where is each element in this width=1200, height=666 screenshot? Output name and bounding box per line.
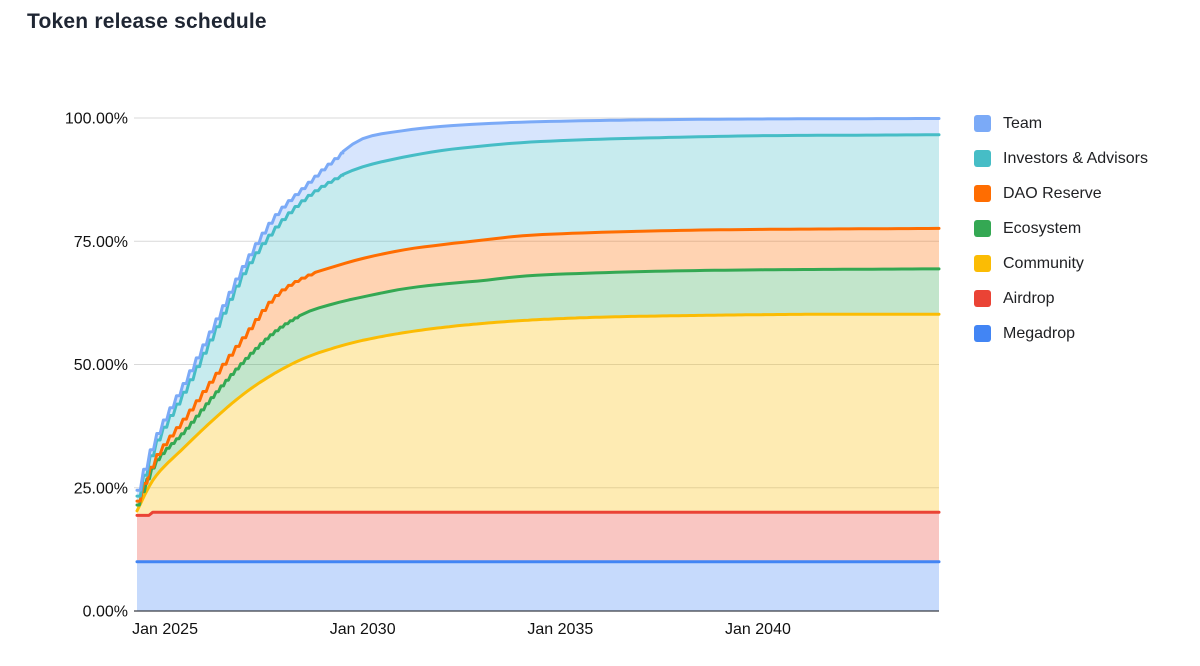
x-tick-label: Jan 2040: [725, 621, 791, 638]
legend-item-dao-reserve[interactable]: DAO Reserve: [974, 176, 1148, 211]
legend-item-community[interactable]: Community: [974, 246, 1148, 281]
legend-label: Team: [1003, 114, 1043, 132]
chart-title: Token release schedule: [27, 10, 267, 33]
legend-label: DAO Reserve: [1003, 184, 1102, 202]
legend-item-team[interactable]: Team: [974, 106, 1148, 141]
series-line-team: [135, 117, 941, 492]
y-tick-label: 50.00%: [74, 357, 128, 374]
area-band-airdrop: [137, 512, 939, 562]
legend-swatch-megadrop: [974, 325, 991, 342]
x-tick-label: Jan 2025: [132, 621, 198, 638]
area-band-investors-advisors: [137, 134, 939, 502]
series-line-ecosystem: [135, 267, 941, 507]
legend-label: Ecosystem: [1003, 219, 1082, 237]
chart-legend: Team Investors & Advisors DAO Reserve Ecosy…: [974, 106, 1148, 351]
legend-item-airdrop[interactable]: Airdrop: [974, 281, 1148, 316]
series-line-airdrop: [135, 510, 941, 517]
legend-swatch-dao-reserve: [974, 185, 991, 202]
legend-item-investors-advisors[interactable]: Investors & Advisors: [974, 141, 1148, 176]
series-line-community: [135, 312, 941, 513]
y-tick-label: 0.00%: [83, 604, 128, 621]
y-tick-label: 75.00%: [74, 234, 128, 251]
area-band-ecosystem: [137, 268, 939, 511]
legend-swatch-community: [974, 255, 991, 272]
legend-label: Megadrop: [1003, 324, 1076, 342]
legend-label: Airdrop: [1003, 289, 1055, 307]
legend-swatch-team: [974, 115, 991, 132]
area-band-megadrop: [137, 561, 939, 611]
area-band-dao-reserve: [137, 228, 939, 505]
legend-swatch-airdrop: [974, 290, 991, 307]
area-band-community: [137, 314, 939, 516]
x-tick-label: Jan 2030: [330, 621, 396, 638]
series-line-dao-reserve: [135, 226, 941, 503]
y-tick-label: 25.00%: [74, 480, 128, 497]
x-tick-label: Jan 2035: [527, 621, 593, 638]
legend-label: Community: [1003, 254, 1084, 272]
legend-item-megadrop[interactable]: Megadrop: [974, 316, 1148, 351]
legend-swatch-ecosystem: [974, 220, 991, 237]
series-line-investors-advisors: [135, 133, 941, 498]
legend-item-ecosystem[interactable]: Ecosystem: [974, 211, 1148, 246]
legend-label: Investors & Advisors: [1003, 149, 1148, 167]
legend-swatch-investors-advisors: [974, 150, 991, 167]
y-tick-label: 100.00%: [65, 111, 128, 128]
